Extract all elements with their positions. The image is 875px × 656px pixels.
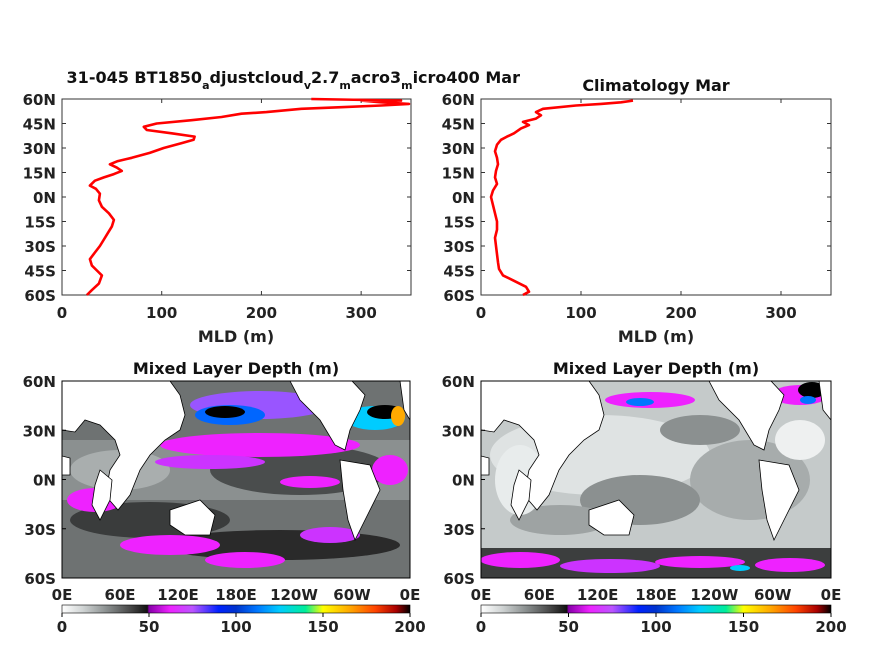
- y-tick-label: 15S: [443, 214, 475, 232]
- profile-panel-model: 31-045 BT1850adjustcloudv2.7macro3micro4…: [23, 68, 521, 346]
- lon-tick-label: 60W: [333, 586, 371, 604]
- lat-tick-label: 0N: [33, 472, 56, 490]
- colorbar-model: 0 50 100 150 200: [57, 604, 426, 636]
- x-tick-label: 200: [246, 304, 277, 322]
- lat-tick-label: 60N: [23, 373, 56, 391]
- y-tick-label: 60S: [443, 287, 475, 305]
- x-tick-label: 100: [146, 304, 177, 322]
- colorbar-tick-label: 0: [57, 618, 67, 636]
- lon-tick-label: 120W: [690, 586, 738, 604]
- lon-tick-label: 0E: [821, 586, 842, 604]
- colorbar-tick-label: 200: [394, 618, 425, 636]
- lon-tick-label: 120W: [270, 586, 318, 604]
- profile-model-title: 31-045 BT1850adjustcloudv2.7macro3micro4…: [67, 68, 521, 92]
- profile-climatology-title: Climatology Mar: [582, 76, 729, 95]
- y-tick-label: 45N: [442, 116, 475, 134]
- colorbar-tick-label: 100: [220, 618, 251, 636]
- lon-tick-label: 60W: [754, 586, 792, 604]
- map-climatology-title: Mixed Layer Depth (m): [553, 359, 759, 378]
- y-tick-label: 0N: [33, 189, 56, 207]
- x-tick-label: 200: [665, 304, 696, 322]
- x-tick-label: 0: [476, 304, 486, 322]
- y-tick-label: 45S: [24, 263, 56, 281]
- y-tick-label: 45S: [443, 263, 475, 281]
- lat-tick-label: 30S: [24, 521, 56, 539]
- lon-tick-label: 60E: [524, 586, 555, 604]
- y-tick-label: 60N: [442, 91, 475, 109]
- y-tick-label: 30N: [23, 140, 56, 158]
- y-tick-label: 60S: [24, 287, 56, 305]
- lat-tick-label: 30N: [23, 422, 56, 440]
- colorbar-tick-label: 150: [307, 618, 338, 636]
- y-tick-label: 45N: [23, 116, 56, 134]
- lat-tick-label: 30N: [442, 422, 475, 440]
- lat-tick-label: 30S: [443, 521, 475, 539]
- mld-map-model: Mixed Layer Depth (m): [23, 359, 426, 636]
- colorbar-tick-label: 150: [728, 618, 759, 636]
- profile-model-xlabel: MLD (m): [198, 327, 274, 346]
- lon-tick-label: 180E: [215, 586, 257, 604]
- y-tick-label: 0N: [452, 189, 475, 207]
- profile-climatology-xlabel: MLD (m): [618, 327, 694, 346]
- x-tick-label: 100: [565, 304, 596, 322]
- lat-tick-label: 60S: [443, 570, 475, 588]
- y-tick-label: 30S: [443, 238, 475, 256]
- lat-tick-label: 60S: [24, 570, 56, 588]
- lat-tick-label: 60N: [442, 373, 475, 391]
- colorbar-tick-label: 50: [139, 618, 160, 636]
- y-tick-label: 15S: [24, 214, 56, 232]
- lon-tick-label: 0E: [400, 586, 421, 604]
- mld-profile-line-climatology: [489, 99, 634, 297]
- colorbar-tick-label: 0: [476, 618, 486, 636]
- mld-map-climatology: Mixed Layer Depth (m): [442, 359, 847, 636]
- colorbar-climatology: 0 50 100 150 200: [476, 604, 847, 636]
- x-tick-label: 300: [345, 304, 376, 322]
- lon-tick-label: 120E: [157, 586, 199, 604]
- x-tick-label: 0: [57, 304, 67, 322]
- y-tick-label: 60N: [23, 91, 56, 109]
- lon-tick-label: 180E: [635, 586, 677, 604]
- x-tick-label: 300: [765, 304, 796, 322]
- colorbar-tick-label: 200: [815, 618, 846, 636]
- y-tick-label: 15N: [23, 165, 56, 183]
- map-model-title: Mixed Layer Depth (m): [133, 359, 339, 378]
- lon-tick-label: 60E: [104, 586, 135, 604]
- mld-profile-line-model: [85, 97, 411, 296]
- lon-tick-label: 120E: [577, 586, 619, 604]
- profile-panel-climatology: Climatology Mar 0 100 200 300 60N 45N 30N 15N 0N…: [442, 76, 832, 346]
- y-tick-label: 30S: [24, 238, 56, 256]
- lon-tick-label: 0E: [52, 586, 73, 604]
- lon-tick-label: 0E: [471, 586, 492, 604]
- y-tick-label: 30N: [442, 140, 475, 158]
- lat-tick-label: 0N: [452, 472, 475, 490]
- colorbar-tick-label: 100: [640, 618, 671, 636]
- y-tick-label: 15N: [442, 165, 475, 183]
- colorbar-tick-label: 50: [558, 618, 579, 636]
